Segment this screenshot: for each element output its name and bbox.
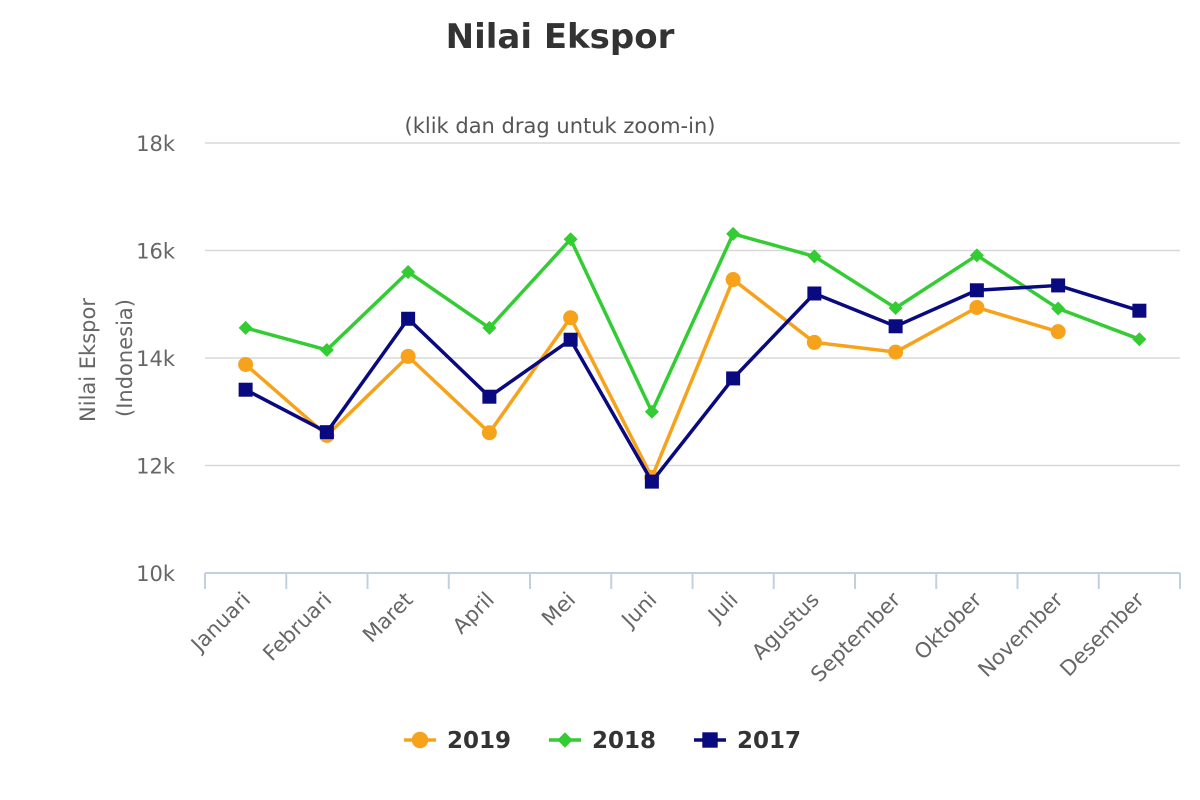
data-point-2017-februari[interactable] bbox=[319, 425, 334, 440]
data-point-2017-desember[interactable] bbox=[1132, 303, 1147, 318]
data-point-2018-september[interactable] bbox=[888, 301, 903, 316]
y-tick-label: 16k bbox=[136, 240, 176, 264]
data-point-2017-juli[interactable] bbox=[726, 371, 741, 386]
x-tick-label-agustus: Agustus bbox=[747, 588, 824, 665]
data-point-2018-agustus[interactable] bbox=[807, 249, 822, 264]
legend-label: 2019 bbox=[447, 728, 511, 754]
x-tick-label-november: November bbox=[973, 587, 1067, 681]
data-point-2018-desember[interactable] bbox=[1132, 332, 1147, 347]
x-axis: Januari Februari Maret April Mei Juni Juli Agus… bbox=[185, 572, 1181, 687]
data-point-2019-juli[interactable] bbox=[725, 272, 741, 288]
x-tick-label-februari: Februari bbox=[258, 588, 336, 666]
data-point-2018-januari[interactable] bbox=[238, 320, 253, 335]
legend-label: 2017 bbox=[737, 728, 801, 754]
legend-item-2018[interactable]: 2018 bbox=[549, 728, 656, 754]
data-point-2018-februari[interactable] bbox=[319, 342, 334, 357]
data-point-2018-mei[interactable] bbox=[563, 232, 578, 247]
data-point-2017-juni[interactable] bbox=[644, 474, 659, 489]
y-tick-label: 18k bbox=[136, 132, 176, 156]
data-point-2018-november[interactable] bbox=[1051, 301, 1066, 316]
data-point-2017-september[interactable] bbox=[888, 319, 903, 334]
gridlines bbox=[205, 142, 1180, 467]
x-tick-label-oktober: Oktober bbox=[910, 587, 987, 664]
series-line-2018[interactable] bbox=[245, 232, 1140, 414]
data-point-2017-oktober[interactable] bbox=[969, 283, 984, 298]
data-point-2018-juli[interactable] bbox=[726, 226, 741, 241]
data-point-2019-mei[interactable] bbox=[563, 310, 579, 326]
data-point-2019-maret[interactable] bbox=[400, 348, 416, 364]
x-tick-label-juli: Juli bbox=[702, 588, 742, 628]
y-axis-title: Nilai Ekspor (Indonesia) bbox=[76, 298, 137, 422]
x-tick-label-april: April bbox=[448, 588, 499, 639]
legend[interactable]: 2019 2018 2017 bbox=[404, 728, 801, 754]
y-axis: 10k 12k 14k 16k 18k bbox=[136, 132, 176, 586]
series-line-2017[interactable] bbox=[244, 283, 1140, 484]
series-2018 bbox=[238, 226, 1147, 419]
x-tick-label-januari: Januari bbox=[185, 588, 255, 658]
y-axis-title-line-1: Nilai Ekspor bbox=[76, 298, 100, 422]
y-tick-label: 14k bbox=[136, 347, 176, 371]
legend-marker-circle[interactable] bbox=[411, 731, 429, 749]
data-point-2017-april[interactable] bbox=[482, 389, 497, 404]
legend-marker-square[interactable] bbox=[702, 732, 718, 748]
x-tick-label-maret: Maret bbox=[358, 588, 418, 648]
chart-subtitle: (klik dan drag untuk zoom-in) bbox=[405, 114, 716, 138]
series-2019 bbox=[238, 272, 1066, 485]
y-axis-title-line-2: (Indonesia) bbox=[113, 299, 137, 417]
data-point-2017-maret[interactable] bbox=[401, 311, 416, 326]
y-tick-label: 10k bbox=[136, 562, 176, 586]
data-point-2019-agustus[interactable] bbox=[806, 334, 822, 350]
series-2017 bbox=[238, 278, 1147, 489]
x-tick-label-desember: Desember bbox=[1055, 587, 1149, 681]
series-group bbox=[238, 226, 1147, 489]
legend-item-2017[interactable]: 2017 bbox=[694, 728, 801, 754]
data-point-2019-oktober[interactable] bbox=[969, 299, 985, 315]
x-tick-label-juni: Juni bbox=[616, 588, 662, 634]
chart-title: Nilai Ekspor bbox=[446, 17, 675, 57]
legend-label: 2018 bbox=[592, 728, 656, 754]
data-point-2019-november[interactable] bbox=[1050, 324, 1066, 340]
data-point-2019-januari[interactable] bbox=[238, 356, 254, 372]
data-point-2017-agustus[interactable] bbox=[807, 286, 822, 301]
data-point-2018-april[interactable] bbox=[482, 320, 497, 335]
legend-item-2019[interactable]: 2019 bbox=[404, 728, 511, 754]
data-point-2018-oktober[interactable] bbox=[969, 248, 984, 263]
legend-marker-diamond[interactable] bbox=[557, 732, 573, 748]
y-tick-label: 12k bbox=[136, 455, 176, 479]
data-point-2017-mei[interactable] bbox=[563, 332, 578, 347]
data-point-2018-maret[interactable] bbox=[401, 265, 416, 279]
data-point-2018-juni[interactable] bbox=[644, 404, 659, 419]
x-tick-label-mei: Mei bbox=[537, 588, 580, 631]
data-point-2017-november[interactable] bbox=[1051, 278, 1066, 293]
data-point-2019-september[interactable] bbox=[888, 344, 904, 360]
data-point-2017-januari[interactable] bbox=[238, 382, 253, 397]
data-point-2019-april[interactable] bbox=[481, 425, 497, 441]
